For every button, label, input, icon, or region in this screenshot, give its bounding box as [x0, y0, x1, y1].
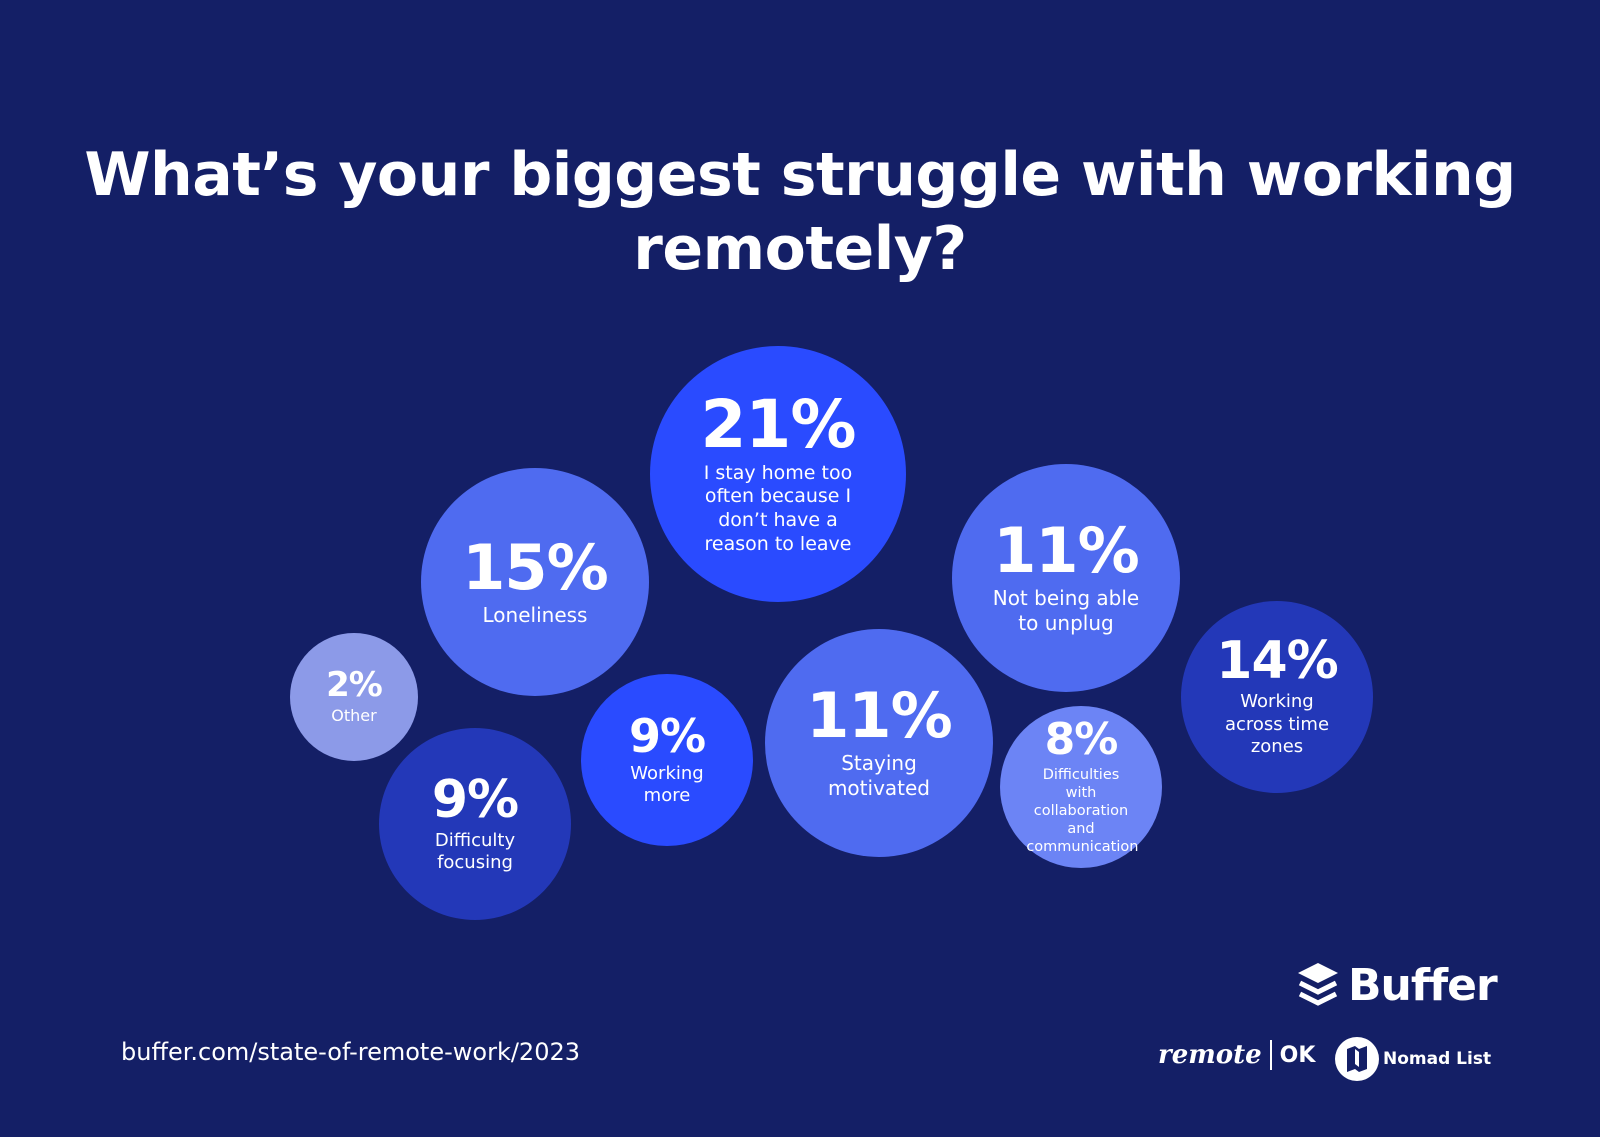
- bubble-label: Loneliness: [482, 602, 588, 627]
- bubble: 11% Staying motivated: [765, 629, 993, 857]
- nomad-list-logo: Nomad List: [1335, 1037, 1491, 1081]
- bubble: 8% Difficulties with collaboration and co…: [1000, 706, 1162, 868]
- bubble: 11% Not being able to unplug: [952, 464, 1180, 692]
- bubble-value: 9%: [628, 708, 706, 763]
- bubble-label: Working across time zones: [1224, 691, 1330, 758]
- bubble-label: Working more: [630, 762, 704, 807]
- bubble: 15% Loneliness: [421, 468, 649, 696]
- nomad-list-text: Nomad List: [1383, 1049, 1492, 1069]
- bubble: 9% Difficulty focusing: [379, 728, 571, 920]
- buffer-logo: Buffer: [1298, 960, 1498, 1011]
- bubble-value: 2%: [326, 665, 383, 705]
- buffer-logo-text: Buffer: [1348, 960, 1498, 1011]
- bubble-label: Difficulties with collaboration and comm…: [1026, 766, 1139, 856]
- bubble-value: 14%: [1216, 631, 1338, 692]
- map-icon: [1335, 1037, 1379, 1081]
- ok-logo-text: OK: [1279, 1042, 1316, 1068]
- logo-divider: [1269, 1040, 1272, 1070]
- bubble-value: 11%: [993, 514, 1139, 587]
- remote-logo-text: remote: [1158, 1040, 1262, 1070]
- remote-ok-logo: remote OK: [1158, 1040, 1315, 1070]
- bubble-label: Staying motivated: [827, 751, 931, 800]
- source-url: buffer.com/state-of-remote-work/2023: [121, 1038, 581, 1066]
- bubble-value: 15%: [462, 530, 608, 604]
- bubble-value: 21%: [700, 385, 857, 463]
- bubble-value: 9%: [431, 769, 519, 830]
- bubble-label: I stay home too often because I don’t ha…: [703, 461, 853, 555]
- bubble: 2% Other: [290, 633, 418, 761]
- bubble-value: 8%: [1044, 713, 1119, 765]
- bubble-value: 11%: [806, 679, 952, 752]
- bubble: 14% Working across time zones: [1181, 601, 1373, 793]
- bubble-label: Difficulty focusing: [434, 829, 516, 874]
- bubble-label: Not being able to unplug: [992, 586, 1140, 635]
- chart-title: What’s your biggest struggle with workin…: [84, 140, 1516, 284]
- bubble: 9% Working more: [581, 674, 753, 846]
- bubble: 21% I stay home too often because I don’t…: [650, 346, 906, 602]
- buffer-layers-icon: [1298, 962, 1338, 1006]
- bubble-label: Other: [331, 706, 377, 725]
